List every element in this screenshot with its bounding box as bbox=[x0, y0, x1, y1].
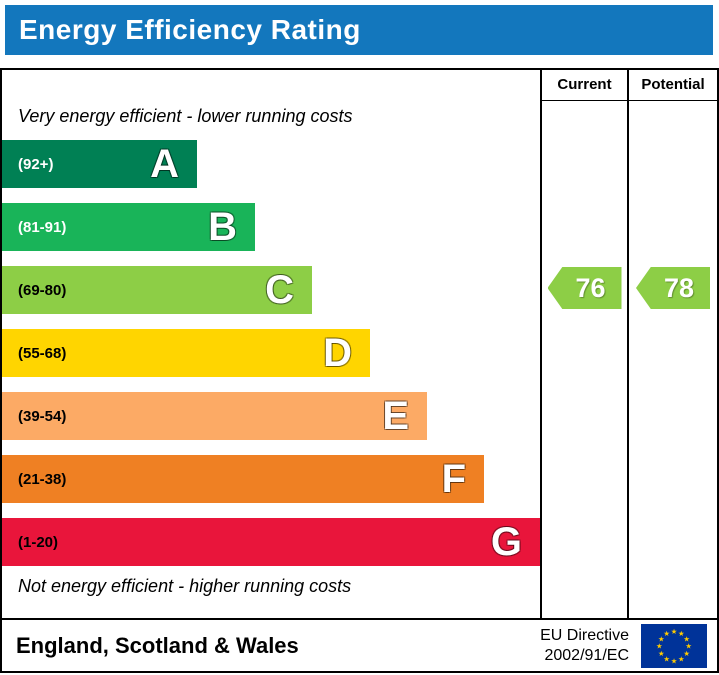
band-range-label: (1-20) bbox=[18, 533, 59, 551]
band-row-f: (21-38) F bbox=[2, 455, 484, 503]
band-row-e: (39-54) E bbox=[2, 392, 427, 440]
band-range-label: (92+) bbox=[18, 155, 54, 173]
eu-directive-line1: EU Directive bbox=[540, 626, 629, 644]
title-bar: Energy Efficiency Rating bbox=[5, 5, 713, 55]
eu-flag-icon: ★ ★ ★ ★ ★ ★ ★ ★ ★ ★ ★ ★ bbox=[641, 623, 707, 668]
band-range-label: (69-80) bbox=[18, 281, 67, 299]
rating-table: Very energy efficient - lower running co… bbox=[0, 68, 719, 673]
bands-column: Very energy efficient - lower running co… bbox=[2, 70, 540, 618]
note-bottom: Not energy efficient - higher running co… bbox=[18, 576, 352, 596]
band-range-label: (81-91) bbox=[18, 218, 67, 236]
band-row-c: (69-80) C bbox=[2, 266, 312, 314]
eu-flag-stars: ★ ★ ★ ★ ★ ★ ★ ★ ★ ★ ★ ★ bbox=[656, 626, 692, 664]
svg-text:★: ★ bbox=[678, 628, 685, 637]
region-label: England, Scotland & Wales bbox=[16, 632, 299, 658]
band-row-a: (92+) A bbox=[2, 140, 197, 188]
svg-text:★: ★ bbox=[656, 641, 663, 650]
potential-rating-value: 78 bbox=[663, 272, 695, 303]
note-top: Very energy efficient - lower running co… bbox=[18, 106, 353, 126]
svg-text:★: ★ bbox=[678, 654, 685, 663]
band-letter: B bbox=[208, 205, 237, 249]
band-letter: E bbox=[382, 394, 409, 438]
band-range-label: (39-54) bbox=[18, 407, 67, 425]
column-header-potential: Potential bbox=[629, 70, 717, 101]
svg-text:★: ★ bbox=[658, 648, 665, 657]
band-range-label: (21-38) bbox=[18, 470, 67, 488]
band-row-d: (55-68) D bbox=[2, 329, 370, 377]
svg-text:★: ★ bbox=[663, 628, 670, 637]
eu-directive-label: EU Directive 2002/91/EC bbox=[540, 626, 629, 666]
band-letter: D bbox=[323, 331, 352, 375]
svg-text:★: ★ bbox=[663, 654, 670, 663]
band-letter: F bbox=[441, 457, 466, 501]
svg-text:★: ★ bbox=[671, 626, 678, 635]
svg-text:★: ★ bbox=[683, 634, 690, 643]
band-letter: A bbox=[150, 142, 179, 186]
band-row-g: (1-20) G bbox=[2, 518, 540, 566]
potential-column: Potential 78 bbox=[627, 70, 717, 618]
eu-directive-line2: 2002/91/EC bbox=[544, 646, 629, 664]
page-title: Energy Efficiency Rating bbox=[19, 14, 361, 45]
band-letter: G bbox=[490, 520, 522, 564]
svg-text:★: ★ bbox=[658, 634, 665, 643]
svg-text:★: ★ bbox=[671, 656, 678, 665]
band-letter: C bbox=[265, 268, 294, 312]
svg-text:★: ★ bbox=[683, 648, 690, 657]
footer: England, Scotland & Wales EU Directive 2… bbox=[2, 618, 717, 671]
current-rating-value: 76 bbox=[575, 272, 606, 303]
potential-rating-arrow: 78 bbox=[636, 267, 710, 309]
column-header-current: Current bbox=[542, 70, 627, 101]
current-rating-arrow: 76 bbox=[547, 267, 622, 309]
current-column: Current 76 bbox=[540, 70, 627, 618]
rating-table-body: Very energy efficient - lower running co… bbox=[2, 70, 717, 618]
svg-text:★: ★ bbox=[685, 641, 692, 650]
band-range-label: (55-68) bbox=[18, 344, 67, 362]
band-row-b: (81-91) B bbox=[2, 203, 255, 251]
